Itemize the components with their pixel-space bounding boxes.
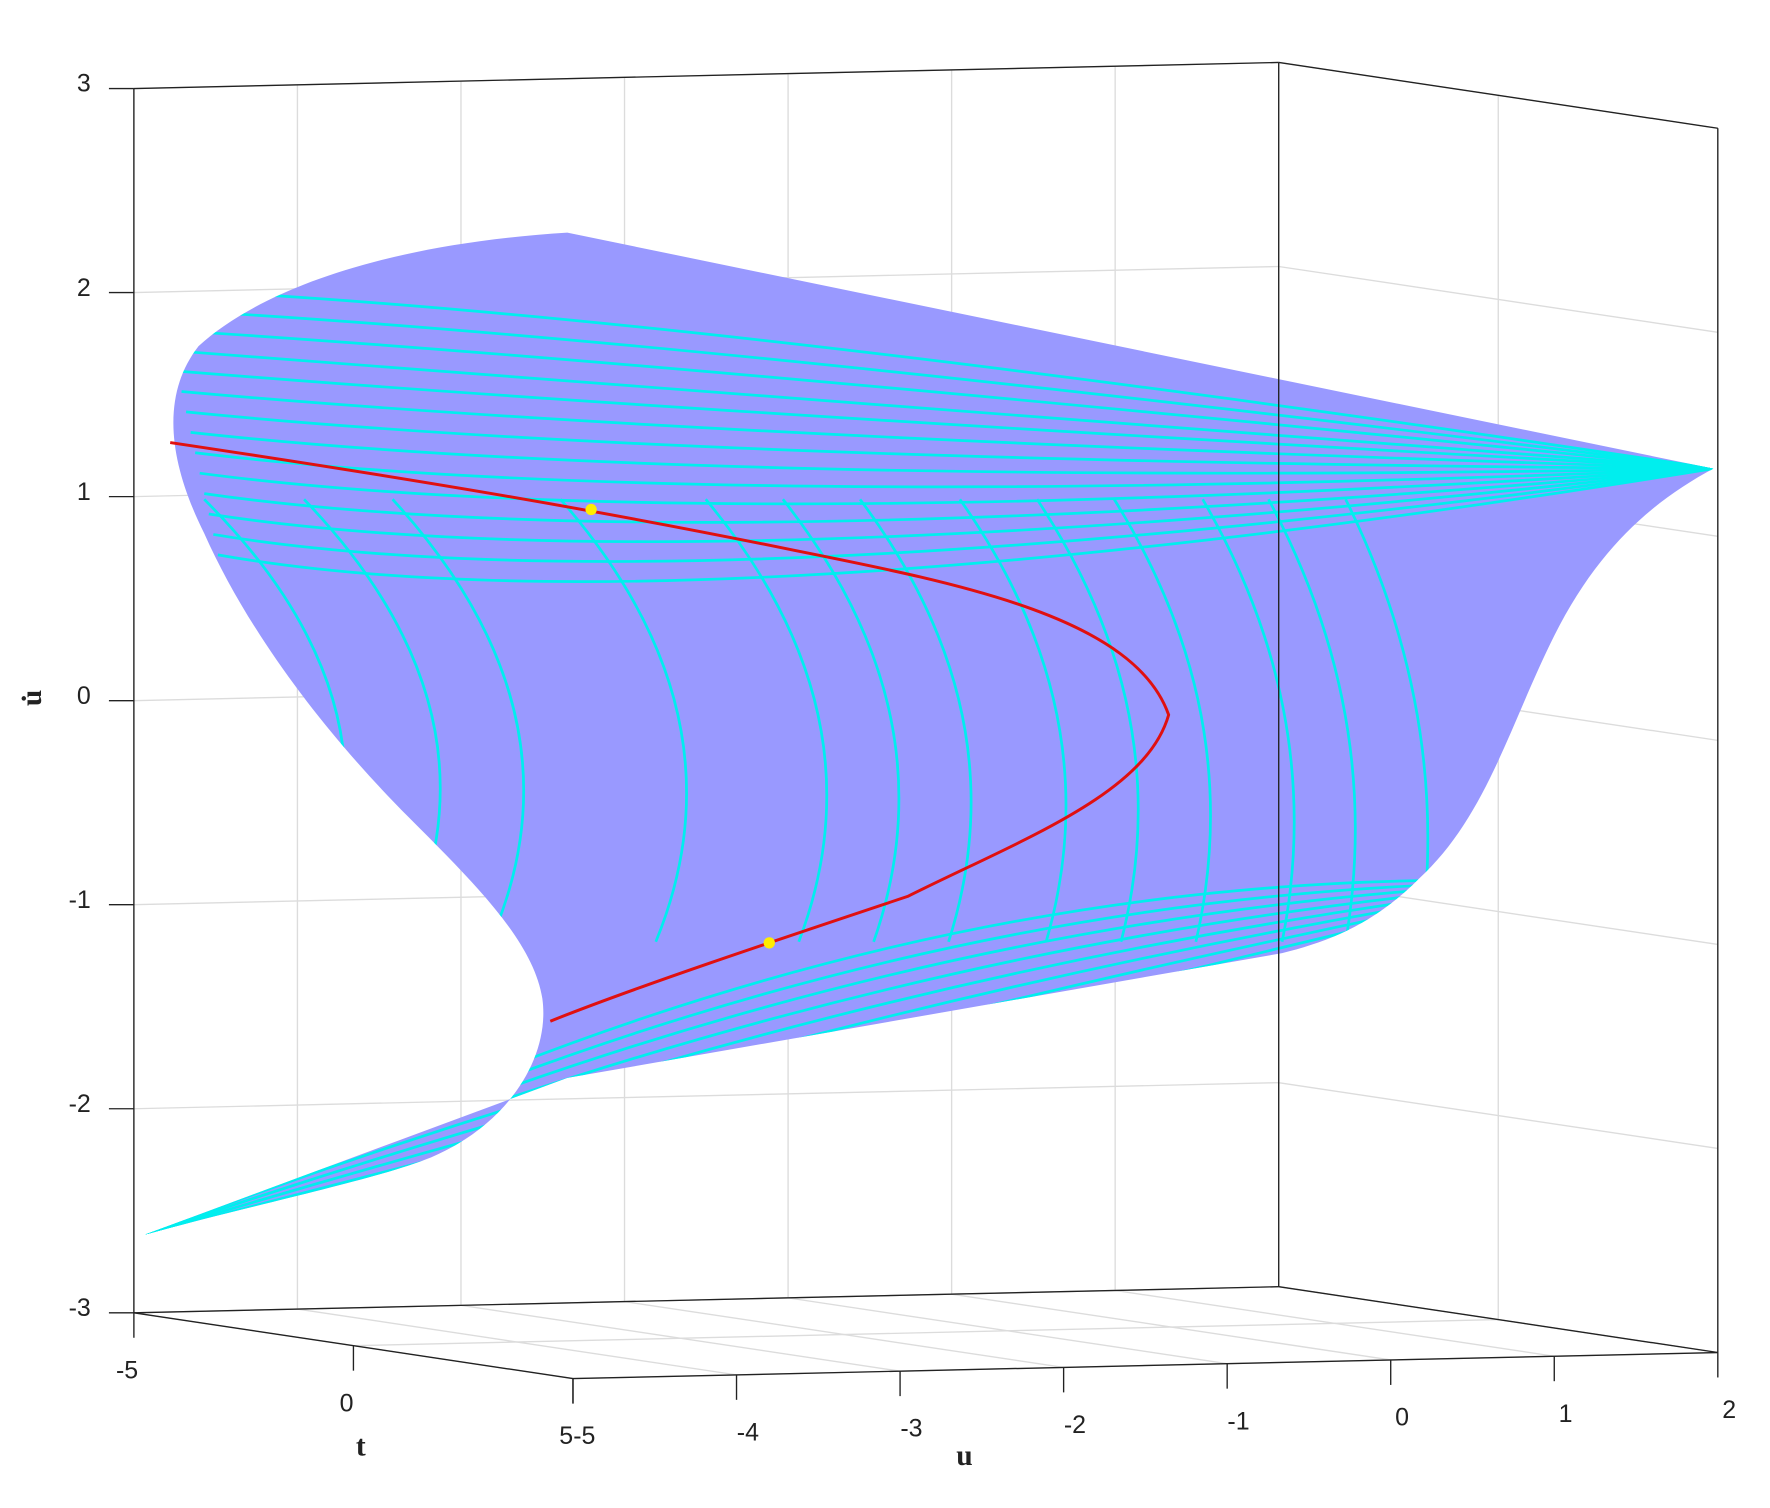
contour-line bbox=[167, 328, 1714, 470]
y-tick-label: 5 bbox=[559, 1422, 573, 1450]
contour-line bbox=[858, 498, 973, 943]
contour-line bbox=[163, 308, 1714, 470]
contour-line bbox=[1035, 498, 1140, 943]
contour-line bbox=[559, 498, 688, 943]
x-axis-label: u bbox=[956, 1440, 972, 1472]
z-tick-label: 0 bbox=[77, 682, 91, 710]
contour-line bbox=[208, 467, 1714, 544]
contour-line bbox=[1267, 498, 1357, 943]
contour-line bbox=[704, 498, 829, 943]
contour-line bbox=[199, 467, 1714, 506]
contour-line bbox=[190, 430, 1714, 475]
red-curve bbox=[169, 441, 1171, 1023]
z-tick-label: -1 bbox=[69, 886, 91, 914]
contour-line bbox=[194, 451, 1714, 489]
contour-line bbox=[391, 498, 526, 943]
contour-line bbox=[172, 349, 1714, 471]
contour-line bbox=[181, 390, 1714, 471]
x-tick-label: -4 bbox=[737, 1418, 759, 1446]
z-tick-label: 3 bbox=[77, 70, 91, 98]
x-tick-label: -2 bbox=[1064, 1411, 1086, 1439]
equilibrium-point bbox=[585, 503, 597, 516]
grid-line bbox=[133, 1081, 1279, 1110]
grid-line bbox=[1278, 265, 1718, 333]
x-tick-label: 1 bbox=[1559, 1400, 1573, 1428]
x-tick-label: -5 bbox=[573, 1422, 595, 1450]
contour-line bbox=[204, 467, 1714, 524]
x-tick-label: -3 bbox=[900, 1415, 922, 1443]
axis-edge bbox=[572, 1351, 1718, 1380]
z-tick-label: 1 bbox=[77, 478, 91, 506]
axis-edge bbox=[1278, 61, 1718, 129]
contour-line bbox=[145, 897, 1430, 1235]
z-tick-label: -3 bbox=[69, 1294, 91, 1322]
contour-line bbox=[781, 498, 901, 943]
grid-line bbox=[1278, 1081, 1718, 1150]
contour-line bbox=[158, 288, 1714, 470]
x-tick-label: -1 bbox=[1227, 1407, 1249, 1435]
y-axis-label: t bbox=[356, 1431, 366, 1463]
surface bbox=[145, 232, 1714, 1235]
x-tick-label: 2 bbox=[1722, 1396, 1736, 1424]
z-tick-label: -2 bbox=[69, 1090, 91, 1118]
axis-edge bbox=[133, 61, 1279, 90]
equilibrium-point bbox=[763, 937, 775, 949]
contour-line bbox=[176, 369, 1714, 471]
y-tick-label: 0 bbox=[340, 1389, 354, 1417]
z-axis-label: u̇ bbox=[16, 690, 48, 706]
grid-line bbox=[353, 1318, 1499, 1347]
contour-line bbox=[1201, 498, 1296, 943]
axis-edge bbox=[1278, 1286, 1718, 1354]
contour-line bbox=[217, 467, 1714, 583]
contour-line bbox=[958, 498, 1068, 943]
contour-line bbox=[1113, 498, 1212, 943]
contour-line bbox=[185, 410, 1714, 471]
x-tick-label: 0 bbox=[1395, 1404, 1409, 1432]
surface-patch bbox=[145, 232, 1714, 1235]
axis-edge bbox=[133, 1286, 1279, 1314]
z-tick-label: 2 bbox=[77, 274, 91, 302]
y-tick-label: -5 bbox=[116, 1356, 138, 1384]
